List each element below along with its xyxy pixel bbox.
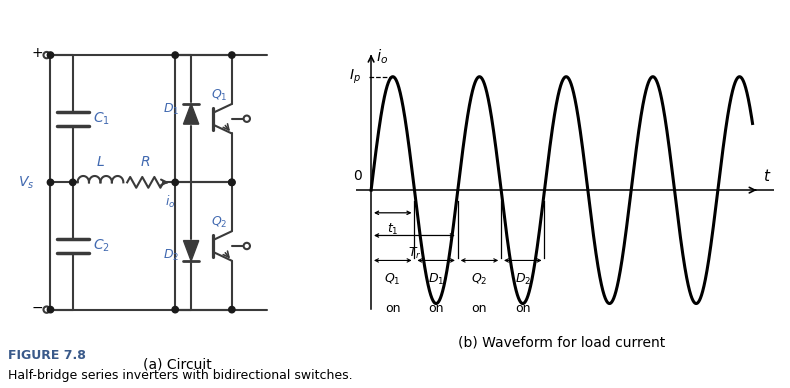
Text: $T_r$: $T_r$: [408, 246, 421, 261]
Text: $t$: $t$: [763, 168, 771, 184]
Text: on: on: [428, 302, 444, 315]
Text: $D_2$: $D_2$: [164, 248, 179, 263]
Circle shape: [47, 307, 54, 313]
Text: $Q_2$: $Q_2$: [211, 215, 228, 230]
Text: $Q_1$: $Q_1$: [211, 88, 228, 103]
Text: on: on: [472, 302, 487, 315]
Text: on: on: [385, 302, 401, 315]
Text: $C_2$: $C_2$: [93, 238, 111, 254]
Polygon shape: [183, 241, 199, 261]
Text: (b) Waveform for load current: (b) Waveform for load current: [458, 335, 665, 349]
Circle shape: [172, 52, 179, 58]
Circle shape: [228, 52, 235, 58]
Circle shape: [228, 307, 235, 313]
Circle shape: [172, 179, 179, 185]
Circle shape: [47, 179, 54, 185]
Text: $D_1$: $D_1$: [428, 272, 444, 287]
Text: (a) Circuit: (a) Circuit: [143, 357, 213, 371]
Text: $i_o$: $i_o$: [376, 47, 389, 66]
Circle shape: [228, 179, 235, 185]
Circle shape: [228, 179, 235, 185]
Text: $D_1$: $D_1$: [164, 102, 179, 117]
Text: $Q_1$: $Q_1$: [385, 272, 401, 287]
Text: $L$: $L$: [96, 155, 105, 169]
Text: $D_2$: $D_2$: [515, 272, 531, 287]
Circle shape: [172, 307, 179, 313]
Text: +: +: [32, 45, 43, 59]
Circle shape: [70, 179, 76, 185]
Text: $C_1$: $C_1$: [93, 111, 111, 127]
Text: on: on: [515, 302, 531, 315]
Text: $t_1$: $t_1$: [387, 222, 399, 237]
Text: $R$: $R$: [140, 155, 150, 169]
Circle shape: [47, 52, 54, 58]
Text: $I_p$: $I_p$: [349, 68, 361, 86]
Text: Half-bridge series inverters with bidirectional switches.: Half-bridge series inverters with bidire…: [8, 369, 352, 382]
Text: $V_s$: $V_s$: [18, 174, 35, 191]
Text: $0$: $0$: [352, 169, 363, 183]
Text: $Q_2$: $Q_2$: [472, 272, 487, 287]
Text: $i_o$: $i_o$: [164, 194, 175, 210]
Text: FIGURE 7.8: FIGURE 7.8: [8, 349, 86, 362]
Text: −: −: [32, 301, 43, 315]
Polygon shape: [183, 104, 199, 124]
